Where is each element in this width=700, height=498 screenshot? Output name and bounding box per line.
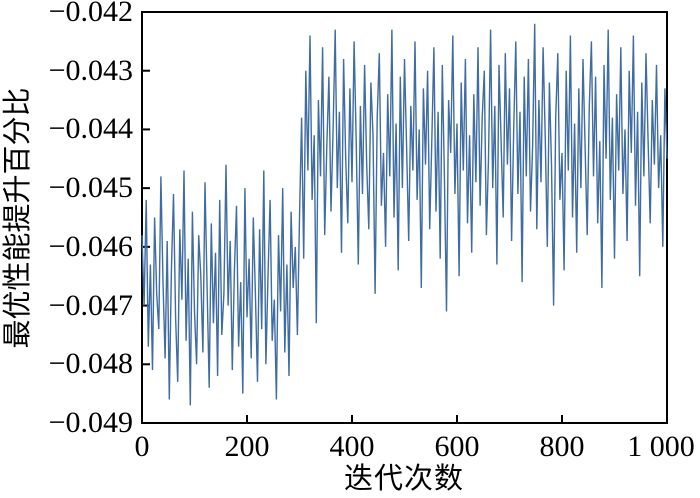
y-tick-label: −0.046 <box>48 230 133 263</box>
y-axis-title: 最优性能提升百分比 <box>2 87 34 349</box>
y-tick-label: −0.048 <box>48 347 133 380</box>
y-tick-label: −0.043 <box>48 54 133 87</box>
plot-frame <box>141 11 668 424</box>
x-tick-label: 800 <box>539 430 585 463</box>
axis-tick-marks <box>141 11 668 424</box>
y-tick-label: −0.047 <box>48 289 133 322</box>
y-tick-label: −0.042 <box>48 0 133 28</box>
x-tick-label: 400 <box>329 430 375 463</box>
x-tick-label: 200 <box>224 430 270 463</box>
x-tick-label: 600 <box>434 430 480 463</box>
x-tick-label: 0 <box>134 430 150 463</box>
y-tick-label: −0.049 <box>48 406 133 439</box>
x-axis-title: 迭代次数 <box>343 463 464 495</box>
x-tick-label: 1 000 <box>627 430 695 463</box>
series-line <box>141 23 668 406</box>
y-tick-label: −0.045 <box>48 171 133 204</box>
y-tick-label: −0.044 <box>48 112 133 145</box>
